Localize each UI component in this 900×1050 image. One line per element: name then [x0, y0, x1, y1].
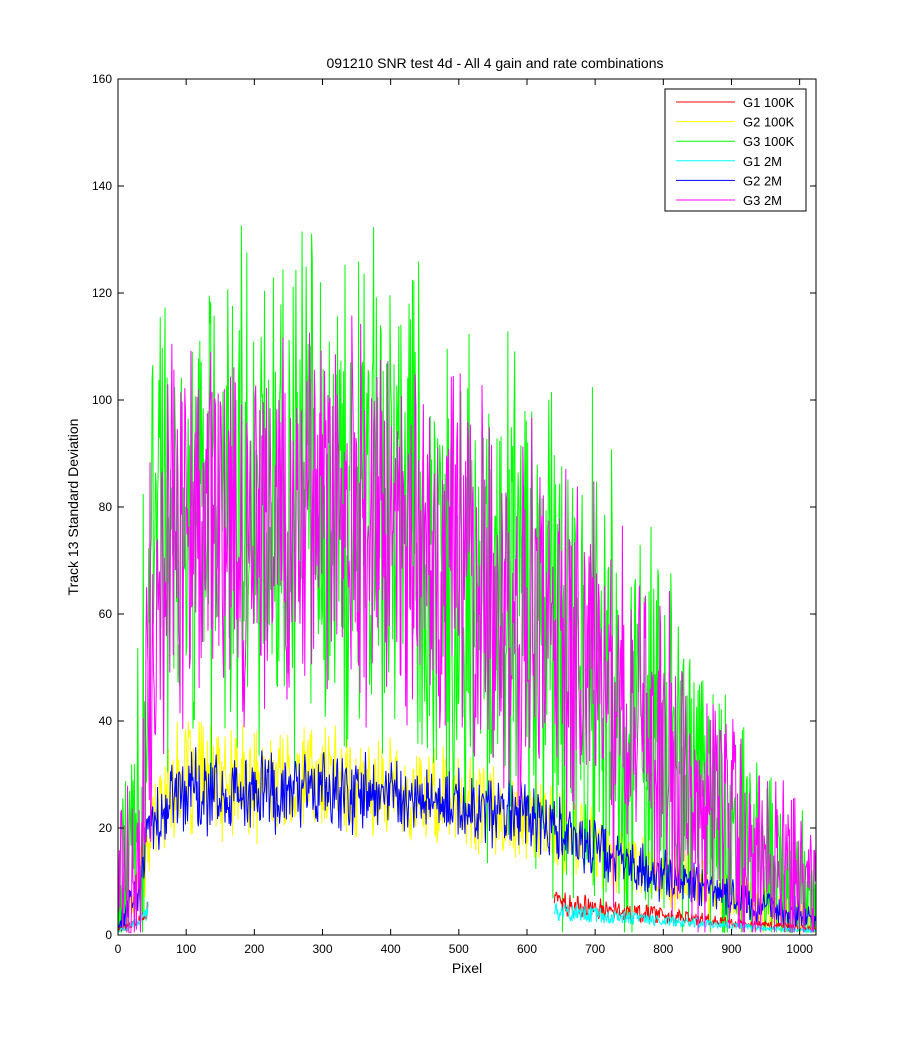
legend: G1 100K G2 100K G3 100K G1 2M G2 2M G3 2M — [664, 88, 807, 212]
x-tick-label: 0 — [115, 942, 122, 956]
y-tick-label: 140 — [92, 179, 112, 193]
legend-label: G1 2M — [743, 154, 782, 169]
x-tick-label: 800 — [653, 942, 673, 956]
x-tick-label: 400 — [381, 942, 401, 956]
y-tick-label: 100 — [92, 393, 112, 407]
x-tick-label: 1000 — [786, 942, 813, 956]
x-tick-label: 100 — [176, 942, 196, 956]
y-tick-label: 60 — [99, 607, 113, 621]
y-tick-label: 40 — [99, 714, 113, 728]
y-tick-label: 20 — [99, 821, 113, 835]
series-line-g1-2m — [553, 902, 816, 934]
x-tick-label: 500 — [449, 942, 469, 956]
ticks-layer: 0 100 200 300 400 500 600 700 800 900 1000 0 20 40 60 8… — [92, 72, 816, 956]
x-tick-label: 600 — [517, 942, 537, 956]
y-tick-label: 160 — [92, 72, 112, 86]
legend-label: G1 100K — [743, 95, 795, 110]
series-layer — [118, 225, 816, 934]
legend-box — [664, 88, 807, 212]
series-line-g2-2m — [118, 747, 816, 933]
series-line-g1-2m — [118, 901, 149, 933]
series-line-g3-2m — [118, 315, 816, 933]
legend-label: G3 100K — [743, 134, 795, 149]
legend-label: G2 100K — [743, 115, 795, 130]
x-tick-label: 900 — [721, 942, 741, 956]
legend-label: G2 2M — [743, 173, 782, 188]
x-axis-label: Pixel — [452, 960, 482, 976]
y-axis-label: Track 13 Standard Deviation — [65, 419, 81, 596]
y-tick-label: 0 — [105, 928, 112, 942]
chart-title: 091210 SNR test 4d - All 4 gain and rate… — [327, 55, 664, 71]
x-tick-label: 700 — [585, 942, 605, 956]
y-tick-label: 120 — [92, 286, 112, 300]
x-tick-label: 200 — [244, 942, 264, 956]
y-tick-label: 80 — [99, 500, 113, 514]
legend-label: G3 2M — [743, 193, 782, 208]
x-tick-label: 300 — [312, 942, 332, 956]
